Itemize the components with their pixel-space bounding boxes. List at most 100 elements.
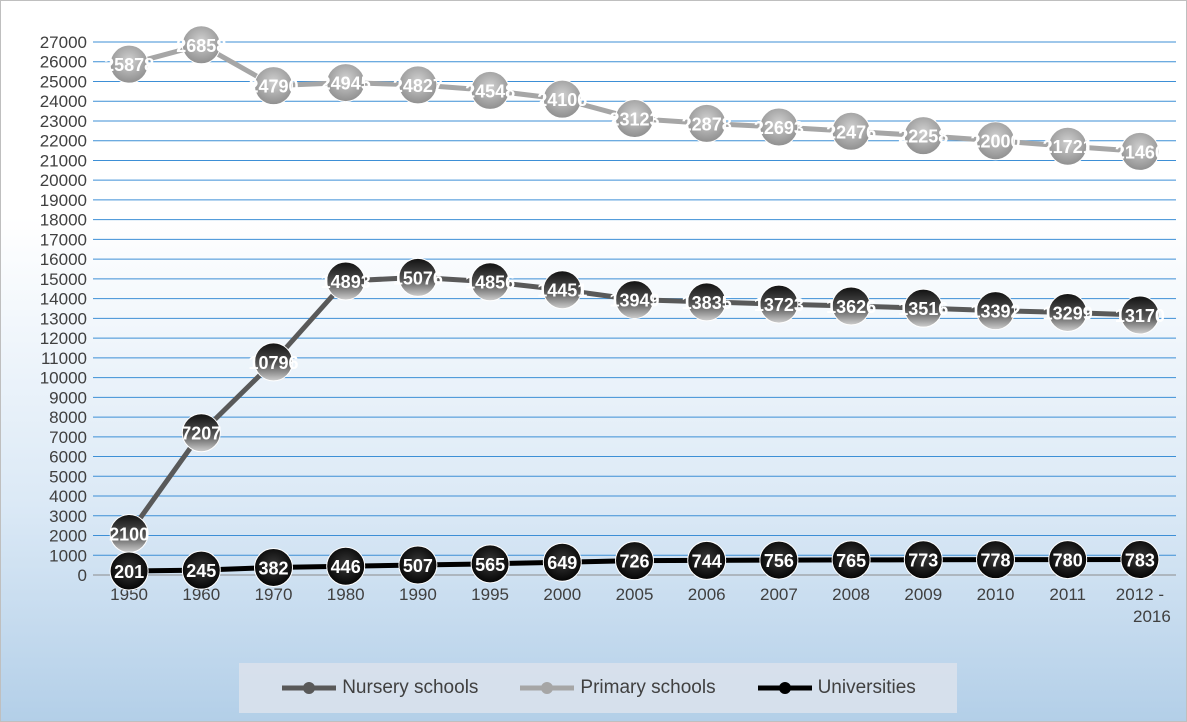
nursery-marker — [831, 286, 871, 326]
x-tick-label: 2006 — [688, 585, 726, 604]
primary-data-label: 24548 — [465, 81, 515, 101]
y-tick-label: 2000 — [49, 527, 87, 546]
universities-marker — [326, 546, 366, 586]
primary-data-label: 24945 — [321, 74, 371, 94]
legend-swatch-primary-icon — [518, 679, 576, 697]
primary-marker — [109, 44, 149, 84]
legend-item-nursery: Nursery schools — [280, 677, 478, 699]
primary-marker — [542, 79, 582, 119]
universities-data-label: 756 — [764, 551, 794, 571]
nursery-marker — [687, 282, 727, 322]
y-tick-label: 16000 — [40, 250, 87, 269]
nursery-marker — [976, 291, 1015, 331]
legend-item-universities: Universities — [756, 677, 916, 699]
nursery-marker — [326, 261, 366, 301]
y-tick-label: 14000 — [40, 290, 87, 309]
x-tick-label: 2010 — [977, 585, 1015, 604]
nursery-data-label: 14893 — [321, 272, 371, 292]
y-tick-label: 7000 — [49, 428, 87, 447]
x-tick-label: 1950 — [110, 585, 148, 604]
nursery-marker — [470, 262, 510, 302]
y-tick-label: 11000 — [41, 349, 87, 368]
primary-data-label: 22476 — [826, 122, 876, 142]
x-tick-label: 1970 — [255, 585, 293, 604]
y-tick-label: 5000 — [49, 467, 87, 486]
x-tick-label: 2005 — [616, 585, 654, 604]
primary-marker — [470, 70, 510, 110]
primary-data-label: 22258 — [898, 127, 948, 147]
universities-marker — [615, 541, 654, 581]
y-tick-label: 18000 — [40, 211, 87, 230]
nursery-data-label: 13516 — [898, 299, 948, 319]
universities-marker — [831, 540, 871, 580]
primary-data-label: 21721 — [1043, 137, 1093, 157]
primary-marker — [1120, 131, 1160, 171]
nursery-data-label: 13949 — [609, 291, 659, 311]
x-tick-label: 2012 -2016 — [1116, 585, 1171, 626]
x-tick-label: 2011 — [1049, 585, 1086, 604]
y-tick-label: 21000 — [40, 151, 87, 170]
primary-marker — [687, 103, 727, 143]
y-tick-label: 8000 — [49, 408, 87, 427]
nursery-data-label: 13299 — [1043, 303, 1093, 323]
x-tick-label: 2009 — [904, 585, 942, 604]
y-tick-label: 23000 — [40, 112, 87, 131]
legend-label-nursery: Nursery schools — [342, 677, 479, 698]
x-tick-label: 1995 — [471, 585, 509, 604]
universities-data-label: 382 — [258, 558, 288, 578]
universities-marker — [759, 540, 799, 580]
nursery-data-label: 13170 — [1115, 306, 1165, 326]
universities-data-label: 773 — [908, 551, 938, 571]
nursery-data-label: 13626 — [826, 297, 876, 317]
y-tick-label: 15000 — [40, 270, 87, 289]
primary-data-label: 25878 — [104, 55, 154, 75]
primary-data-label: 24790 — [248, 77, 298, 97]
y-tick-label: 24000 — [40, 92, 87, 111]
primary-marker — [398, 65, 438, 105]
primary-marker — [615, 99, 654, 139]
nursery-marker — [542, 270, 582, 310]
universities-data-label: 780 — [1053, 551, 1083, 571]
y-tick-label: 9000 — [49, 388, 87, 407]
nursery-marker — [254, 342, 293, 382]
y-tick-label: 22000 — [40, 132, 87, 151]
primary-data-label: 24827 — [393, 76, 443, 96]
universities-data-label: 565 — [475, 555, 505, 575]
universities-data-label: 507 — [403, 556, 433, 576]
nursery-data-label: 13835 — [682, 293, 732, 313]
y-tick-label: 0 — [78, 566, 87, 585]
primary-data-label: 22693 — [754, 118, 804, 138]
legend-item-primary: Primary schools — [518, 677, 716, 699]
universities-data-label: 783 — [1125, 551, 1155, 571]
nursery-data-label: 14856 — [465, 273, 515, 293]
nursery-data-label: 7207 — [181, 424, 221, 444]
legend-label-universities: Universities — [817, 677, 916, 698]
universities-marker — [903, 540, 943, 580]
nursery-marker — [1048, 292, 1088, 332]
universities-data-label: 201 — [114, 562, 144, 582]
legend-swatch-universities-icon — [756, 679, 814, 697]
primary-data-label: 26858 — [176, 36, 226, 56]
nursery-data-label: 14451 — [537, 281, 587, 301]
universities-marker — [976, 540, 1015, 580]
legend-label-primary: Primary schools — [580, 677, 716, 698]
y-tick-label: 3000 — [49, 507, 87, 526]
nursery-marker — [181, 413, 221, 453]
primary-data-label: 23123 — [609, 110, 659, 130]
universities-data-label: 245 — [186, 561, 216, 581]
primary-marker — [903, 116, 943, 156]
y-tick-label: 17000 — [40, 230, 87, 249]
y-tick-label: 26000 — [40, 53, 87, 72]
universities-marker — [1120, 540, 1160, 580]
x-tick-label: 2000 — [543, 585, 581, 604]
nursery-data-label: 13723 — [754, 295, 804, 315]
y-tick-label: 12000 — [40, 329, 87, 348]
primary-marker — [181, 25, 221, 65]
nursery-marker — [759, 284, 799, 324]
y-tick-label: 6000 — [49, 448, 87, 467]
nursery-marker — [398, 257, 438, 297]
nursery-data-label: 13392 — [970, 302, 1020, 322]
primary-data-label: 24106 — [537, 90, 587, 110]
